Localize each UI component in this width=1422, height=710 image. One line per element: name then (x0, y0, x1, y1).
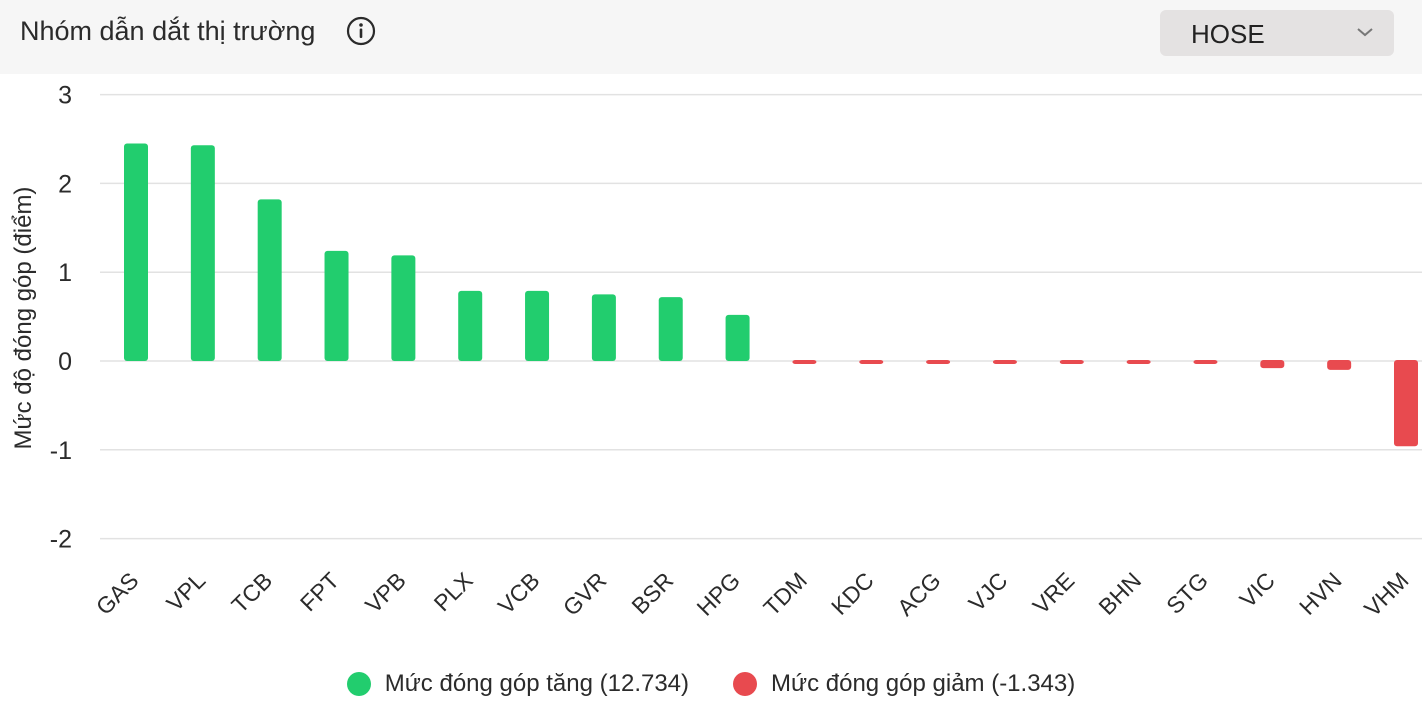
x-tick-label: TCB (226, 567, 277, 618)
x-tick-label: VHM (1359, 567, 1414, 622)
y-axis-label: Mức độ đóng góp (điểm) (10, 187, 37, 450)
bar-vpb[interactable] (391, 255, 416, 361)
x-tick-label: VPB (360, 567, 411, 618)
x-tick-label: ACG (892, 567, 946, 621)
x-tick-label: BHN (1093, 567, 1146, 620)
info-icon[interactable] (346, 16, 376, 46)
y-tick-label: -1 (50, 437, 72, 465)
bar-vcb[interactable] (525, 290, 550, 361)
bar-hvn[interactable] (1327, 360, 1352, 370)
x-tick-label: VJC (963, 567, 1012, 616)
x-tick-label: HVN (1294, 567, 1347, 620)
bar-bhn[interactable] (1126, 360, 1151, 364)
x-tick-label: FPT (295, 567, 344, 616)
legend-dot-positive (346, 672, 371, 696)
x-tick-label: PLX (429, 567, 478, 616)
bar-acg[interactable] (926, 360, 951, 364)
bar-hpg[interactable] (725, 314, 750, 361)
y-tick-label: 3 (58, 82, 72, 110)
y-tick-label: -2 (50, 526, 72, 554)
legend: Mức đóng góp tăng (12.734) Mức đóng góp … (0, 664, 1422, 704)
x-tick-label: STG (1161, 567, 1213, 619)
bar-vre[interactable] (1059, 360, 1084, 364)
x-tick-label: VCB (493, 567, 545, 619)
legend-item-positive[interactable]: Mức đóng góp tăng (12.734) (346, 670, 690, 698)
bar-stg[interactable] (1193, 360, 1218, 364)
bar-tdm[interactable] (792, 360, 817, 364)
legend-label-positive: Mức đóng góp tăng (12.734) (384, 670, 690, 697)
bar-gas[interactable] (124, 143, 148, 361)
x-tick-label: KDC (826, 567, 879, 620)
bar-tcb[interactable] (257, 199, 282, 361)
chevron-down-icon (1357, 28, 1373, 37)
bar-kdc[interactable] (859, 360, 884, 364)
bar-vhm[interactable] (1394, 360, 1418, 447)
x-tick-label: VRE (1027, 567, 1079, 619)
bar-vjc[interactable] (992, 360, 1017, 364)
legend-dot-negative (733, 672, 758, 696)
y-tick-label: 0 (58, 348, 72, 376)
bar-plx[interactable] (458, 290, 483, 361)
exchange-select-value: HOSE (1191, 19, 1265, 49)
x-tick-label: TDM (758, 567, 812, 621)
page-title: Nhóm dẫn dắt thị trường (20, 16, 316, 46)
bar-bsr[interactable] (658, 297, 683, 361)
exchange-select[interactable]: HOSE (1160, 10, 1394, 56)
header: Nhóm dẫn dắt thị trường HOSE (0, 0, 1422, 74)
x-tick-label: GAS (91, 567, 144, 620)
bar-vpl[interactable] (190, 145, 215, 361)
x-tick-label: VIC (1234, 567, 1279, 612)
x-tick-label: HPG (691, 567, 745, 621)
bar-vic[interactable] (1260, 360, 1285, 369)
y-tick-label: 1 (58, 259, 72, 287)
x-tick-label: VPL (161, 567, 210, 616)
legend-label-negative: Mức đóng góp giảm (-1.343) (771, 670, 1076, 697)
bar-fpt[interactable] (324, 250, 349, 361)
x-tick-label: BSR (626, 567, 678, 619)
legend-item-negative[interactable]: Mức đóng góp giảm (-1.343) (733, 670, 1075, 698)
x-tick-label: GVR (558, 567, 612, 621)
y-tick-label: 2 (58, 170, 72, 198)
contribution-bar-chart: Mức độ đóng góp (điểm) 3 2 1 0 -1 -2 GAS VPL TC… (10, 82, 1422, 622)
bar-gvr[interactable] (591, 294, 616, 361)
